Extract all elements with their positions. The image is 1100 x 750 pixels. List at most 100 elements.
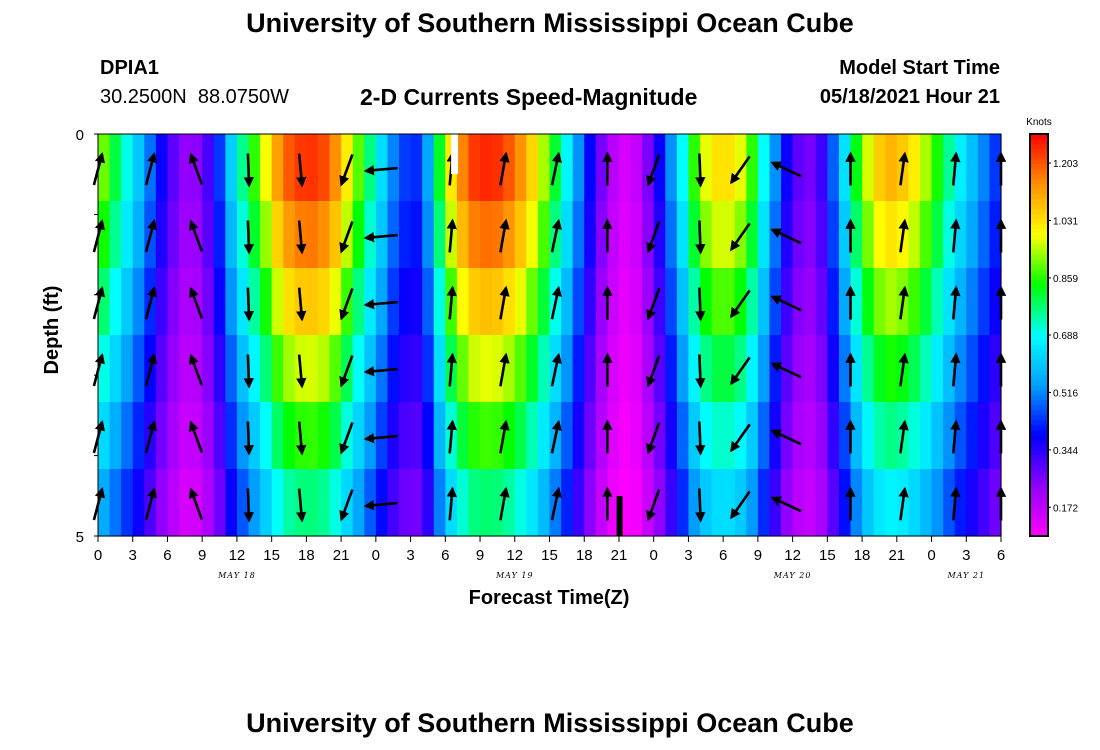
heatmap-cell — [919, 469, 933, 537]
heatmap-cell — [422, 469, 435, 537]
y-axis: 05 — [76, 127, 98, 546]
heatmap-cell — [283, 134, 296, 202]
heatmap-cell — [480, 268, 493, 336]
current-arrow — [695, 488, 706, 523]
heatmap-cell — [167, 134, 180, 202]
colorbar-segment — [1030, 154, 1048, 160]
colorbar-segment — [1030, 520, 1048, 527]
heatmap-cell — [179, 402, 192, 470]
heatmap-cell — [271, 402, 284, 470]
colorbar-segment — [1030, 515, 1048, 522]
heatmap-cell — [456, 335, 470, 403]
heatmap-cell — [433, 469, 446, 537]
current-arrow — [695, 153, 706, 188]
x-tick-label: 3 — [962, 547, 970, 564]
heatmap-cell — [399, 402, 412, 470]
heatmap-cell — [433, 268, 446, 336]
heatmap-cell — [977, 134, 991, 202]
x-tick-label: 0 — [927, 547, 935, 564]
colorbar-segment — [1030, 169, 1048, 175]
heatmap-cell — [746, 335, 759, 403]
current-arrow — [339, 221, 354, 254]
heatmap-cell — [317, 134, 331, 202]
colorbar-segment — [1030, 415, 1048, 422]
colorbar-segment — [1030, 259, 1048, 266]
heatmap-cell — [873, 335, 886, 403]
colorbar-title: Knots — [1026, 117, 1052, 128]
heatmap-cell — [781, 134, 794, 202]
heatmap-cell — [815, 469, 828, 537]
heatmap-cell — [850, 268, 863, 336]
heatmap-cell — [746, 402, 759, 470]
heatmap-cell — [653, 268, 666, 336]
colorbar-segment — [1030, 375, 1048, 381]
heatmap-cell — [399, 268, 412, 336]
heatmap-cell — [399, 201, 412, 269]
heatmap-cell — [804, 335, 817, 403]
current-arrow — [898, 285, 909, 320]
heatmap-cell — [456, 134, 470, 202]
heatmap-cell — [827, 469, 840, 537]
heatmap-cell — [317, 268, 331, 336]
heatmap-cell — [468, 402, 481, 470]
heatmap-cell — [838, 469, 852, 537]
heatmap-cell — [306, 402, 319, 470]
current-arrow — [646, 221, 661, 254]
heatmap-cell — [109, 402, 122, 470]
heatmap-cell — [213, 134, 226, 202]
heatmap-cell — [618, 402, 632, 470]
colorbar-segment — [1030, 385, 1048, 391]
heatmap-cell — [746, 268, 759, 336]
heatmap-cell — [815, 335, 828, 403]
heatmap-cell — [757, 201, 771, 269]
heatmap-cell — [595, 469, 608, 537]
x-tick-label: 15 — [541, 547, 558, 564]
current-arrow — [898, 486, 909, 521]
heatmap-cell — [491, 335, 504, 403]
heatmap-cell — [179, 268, 192, 336]
heatmap-cell — [618, 201, 632, 269]
y-axis-title: Depth (ft) — [41, 286, 63, 375]
heatmap-cell — [537, 469, 551, 537]
heatmap-cell — [931, 335, 944, 403]
heatmap-cell — [283, 201, 296, 269]
current-arrow — [550, 352, 562, 387]
current-arrow — [243, 488, 254, 523]
heatmap-cell — [491, 268, 504, 336]
heatmap-cell — [977, 335, 991, 403]
x-tick-label: 9 — [198, 547, 206, 564]
heatmap-cell — [584, 402, 597, 470]
colorbar-segment — [1030, 144, 1048, 150]
heatmap-cell — [966, 335, 979, 403]
heatmap-cell — [572, 134, 585, 202]
current-arrow — [550, 151, 562, 186]
heatmap-cell — [422, 201, 435, 269]
heatmap-cell — [410, 469, 423, 537]
heatmap-cell — [630, 335, 643, 403]
heatmap-cell — [317, 335, 331, 403]
current-arrow — [770, 161, 802, 178]
colorbar-segment — [1030, 249, 1048, 256]
x-tick-label: 21 — [333, 547, 350, 564]
heatmap-cell — [977, 402, 991, 470]
heatmap-cell — [943, 201, 956, 269]
heatmap-cell — [225, 469, 238, 537]
heatmap-cell — [989, 134, 1002, 202]
colorbar-segment — [1030, 530, 1048, 537]
colorbar-segment — [1030, 525, 1048, 532]
heatmap-cell — [155, 134, 169, 202]
current-arrow — [144, 285, 158, 320]
colorbar-segment — [1030, 229, 1048, 236]
colorbar-segment — [1030, 309, 1048, 316]
current-arrow — [730, 289, 751, 319]
colorbar-segment — [1030, 149, 1048, 155]
x-tick-label: 6 — [163, 547, 171, 564]
heatmap-cell — [561, 469, 574, 537]
heatmap-cell — [630, 201, 643, 269]
heatmap-cell — [179, 469, 192, 537]
current-arrow — [296, 153, 307, 188]
heatmap-cell — [885, 201, 898, 269]
colorbar-segment — [1030, 365, 1048, 371]
current-arrow — [243, 287, 254, 322]
current-arrow — [695, 354, 706, 389]
